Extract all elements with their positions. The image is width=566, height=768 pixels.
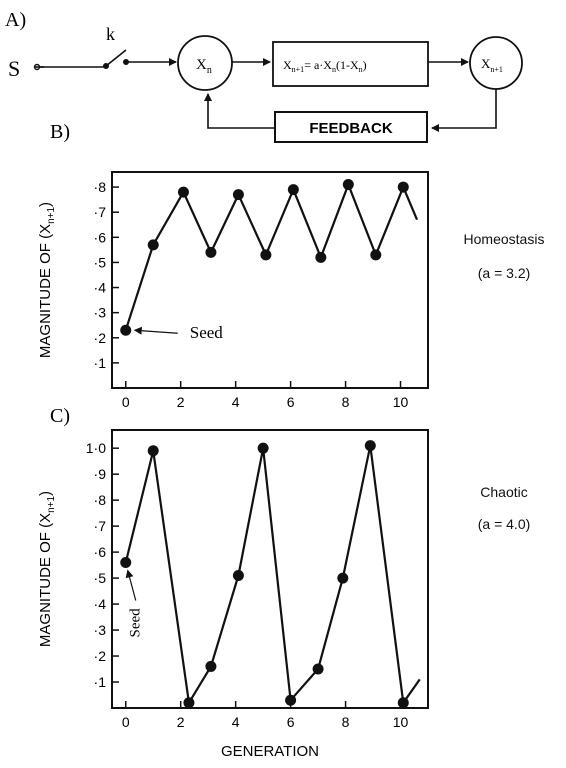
switch-arm [105,49,127,67]
y-tick-label: ·8 [94,492,107,508]
node-xn-label: Xn [196,57,212,76]
y-tick-label: ·5 [94,570,107,586]
y-tick-label: ·3 [94,622,107,638]
x-tick-label: 8 [342,394,350,410]
x-tick-label: 0 [122,394,130,410]
x-tick-label: 4 [232,394,240,410]
y-tick-label: ·4 [94,596,107,612]
x-tick-label: 0 [122,714,130,730]
panel-label: B) [50,121,70,143]
data-point [312,663,324,675]
equation-text: Xn+1= a·Xn(1-Xn) [283,58,367,74]
series-line [124,444,421,704]
c-side-title: Chaotic [480,484,528,500]
c-side-param: (a = 4.0) [477,516,531,532]
series-line [124,183,419,331]
data-point [120,557,132,569]
panel-a: A) S k Xn Xn+1= a·Xn(1-Xn) Xn+1 FEEDBACK [5,9,523,143]
y-axis-label: MAGNITUDE OF (Xn+1) [37,202,57,358]
data-point [287,184,299,196]
data-point [285,694,297,706]
plot-frame [111,171,429,389]
seed-arrow [125,569,137,601]
panel-a-label: A) [5,9,26,31]
data-point [147,445,159,457]
data-point [260,249,272,261]
input-label: S [8,56,20,81]
data-point [315,251,327,263]
x-tick-label: 4 [232,714,240,730]
feedback-return-arrow [431,89,497,132]
y-tick-label: ·1 [94,674,107,690]
b-side-title: Homeostasis [463,231,545,247]
data-point [232,189,244,201]
y-tick-label: ·1 [94,355,107,371]
seed-arrow [133,326,178,335]
feedback-box [274,111,428,143]
equation-box [272,41,429,87]
data-point [177,186,189,198]
y-axis-label: MAGNITUDE OF (Xn+1) [37,491,57,647]
data-point [397,697,409,709]
x-tick-label: 8 [342,714,350,730]
x-axis-label: GENERATION [221,743,319,760]
input-terminal [33,63,41,71]
panel-label: C) [50,405,70,427]
data-point [337,572,349,584]
y-tick-label: ·5 [94,254,107,270]
x-tick-label: 6 [287,714,295,730]
x-tick-label: 2 [177,394,185,410]
y-tick-label: ·2 [94,648,107,664]
node-xn [177,35,233,91]
x-tick-label: 6 [287,394,295,410]
data-point [342,179,354,191]
x-tick-label: 10 [393,714,409,730]
y-tick-label: 1·0 [86,440,106,456]
y-tick-label: ·9 [94,466,107,482]
data-point [364,440,376,452]
node-xn1-label: Xn+1 [481,56,503,74]
y-tick-label: ·3 [94,305,107,321]
y-tick-label: ·7 [94,204,107,220]
data-point [232,569,244,581]
y-tick-label: ·6 [94,544,107,560]
seed-label: Seed [190,323,224,342]
data-point [205,660,217,672]
y-tick-label: ·6 [94,229,107,245]
b-side-param: (a = 3.2) [477,265,531,281]
data-point [257,442,269,454]
y-tick-label: ·2 [94,330,107,346]
chart-b: B) ·1 ·2 ·3 ·4 ·5 ·6 ·7 ·8 0 2 4 6 8 10 MAGNITUDE OF (X… [37,121,429,410]
node-xn1 [469,36,523,90]
data-point [397,181,409,193]
data-point [120,324,132,336]
plot-frame [111,429,429,709]
y-tick-label: ·8 [94,179,107,195]
chart-c: C) ·1 ·2 ·3 ·4 ·5 ·6 ·7 ·8 ·9 1·0 0 2 4 6 8 10 MAGNITUDE … [37,405,429,760]
y-tick-label: ·7 [94,518,107,534]
switch-label: k [106,24,115,44]
data-point [370,249,382,261]
x-tick-label: 2 [177,714,185,730]
data-point [205,246,217,258]
x-tick-label: 10 [393,394,409,410]
seed-label: Seed [128,608,144,638]
data-point [183,697,195,709]
data-point [147,239,159,251]
feedback-label: FEEDBACK [309,120,393,137]
feedback-to-node-arrow [204,93,275,129]
y-tick-label: ·4 [94,280,107,296]
